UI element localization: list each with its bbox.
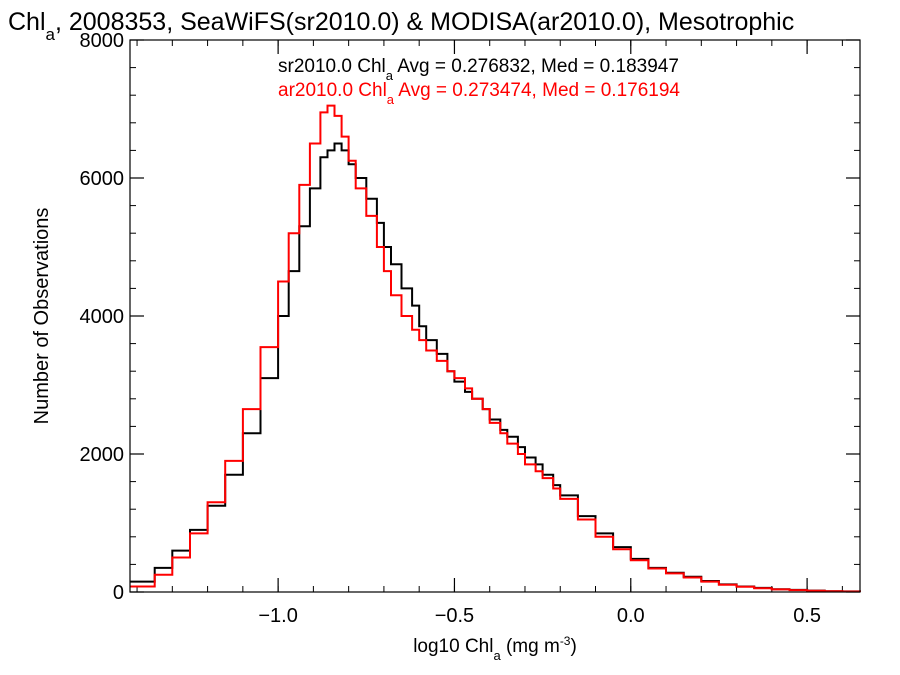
chart-title-part1: Chl: [8, 8, 46, 36]
chart-title-part2: , 2008353, SeaWiFS(sr2010.0) & MODISA(ar…: [55, 8, 794, 36]
legend-sr2010-sub: a: [386, 68, 394, 83]
x-axis-label-sub: a: [493, 648, 501, 663]
y-tick-label: 0: [113, 582, 124, 604]
x-axis-label-part3: ): [570, 636, 576, 657]
y-tick-label: 8000: [80, 30, 125, 52]
legend-sr2010-part2: Avg = 0.276832, Med = 0.183947: [393, 56, 679, 77]
x-tick-labels: −1.0 −0.5 0.0 0.5: [258, 605, 821, 627]
x-tick-label: 0.0: [617, 605, 645, 627]
x-tick-label: −1.0: [258, 605, 297, 627]
legend-ar2010-part2: Avg = 0.273474, Med = 0.176194: [394, 80, 680, 101]
y-tick-label: 6000: [80, 168, 125, 190]
legend-ar2010-sub: a: [387, 92, 395, 107]
series-line-sr20100: [130, 142, 861, 593]
legend-entry-ar2010: ar2010.0 Chla Avg = 0.273474, Med = 0.17…: [278, 80, 680, 107]
x-tick-label: −0.5: [435, 605, 474, 627]
plot-frame: [129, 39, 861, 593]
y-tick-label: 2000: [80, 444, 125, 466]
chart-title-sub: a: [46, 25, 56, 44]
y-axis-label: Number of Observations: [31, 208, 53, 425]
chart-title: Chla, 2008353, SeaWiFS(sr2010.0) & MODIS…: [8, 8, 794, 44]
x-axis-label-part2: (mg m: [501, 636, 560, 657]
x-axis-label-sup: -3: [560, 634, 571, 648]
x-axis-label: log10 Chla (mg m-3): [413, 634, 577, 663]
legend-ar2010-part1: ar2010.0 Chl: [278, 80, 387, 101]
legend-entry-sr2010: sr2010.0 Chla Avg = 0.276832, Med = 0.18…: [278, 56, 679, 83]
tick-marks: [130, 39, 860, 593]
series-line-ar20100: [130, 104, 861, 593]
series-lines: [130, 104, 861, 593]
legend-sr2010-part1: sr2010.0 Chl: [278, 56, 386, 77]
x-axis-label-part1: log10 Chl: [413, 636, 493, 657]
x-tick-label: 0.5: [793, 605, 821, 627]
y-tick-label: 4000: [80, 306, 125, 328]
y-tick-labels: 0 2000 4000 6000 8000: [80, 30, 125, 604]
